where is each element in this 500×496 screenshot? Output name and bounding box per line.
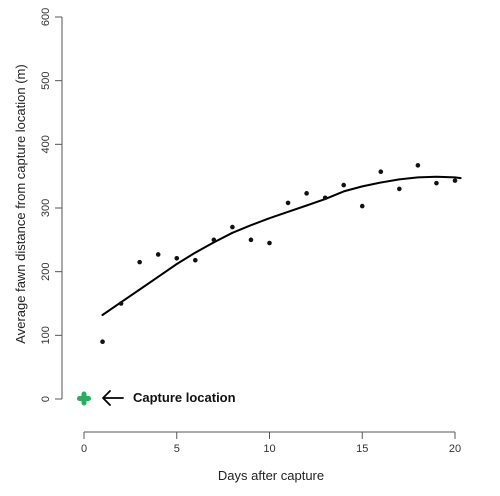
data-point	[230, 224, 235, 230]
x-tick-label: 0	[81, 443, 87, 455]
y-tick-label: 600	[40, 8, 52, 26]
data-point	[322, 195, 328, 201]
arrow-left-icon	[102, 390, 124, 406]
plus-marker-horizontal	[77, 396, 91, 401]
x-tick-label: 5	[174, 443, 180, 455]
y-tick-label: 300	[40, 199, 52, 217]
data-point	[193, 257, 198, 263]
data-point	[285, 200, 291, 206]
data-point	[452, 178, 458, 183]
data-point	[434, 180, 439, 186]
data-point	[397, 186, 402, 192]
x-ticks: 0 5 10 15 20	[81, 432, 461, 455]
data-point	[415, 163, 421, 168]
data-point	[267, 240, 272, 246]
x-tick-label: 10	[263, 443, 275, 455]
capture-location-annotation: Capture location	[77, 390, 236, 406]
data-point	[137, 259, 142, 265]
x-axis: 0 5 10 15 20	[81, 431, 461, 455]
data-point	[174, 255, 180, 261]
capture-location-label: Capture location	[133, 390, 236, 405]
fitted-curve	[101, 175, 462, 316]
y-tick-label: 400	[40, 135, 52, 153]
plot-area	[100, 163, 462, 345]
data-point	[118, 301, 124, 306]
y-tick-label: 100	[40, 326, 52, 344]
data-point	[211, 237, 217, 243]
x-tick-label: 20	[449, 443, 461, 455]
y-tick-label: 200	[40, 262, 52, 280]
x-tick-label: 15	[356, 443, 368, 455]
y-axis-label: Average fawn distance from capture locat…	[13, 64, 28, 343]
y-tick-label: 0	[40, 396, 52, 402]
y-axis: 0 100 200 300 400 500 600	[40, 8, 63, 402]
data-point	[248, 237, 254, 243]
y-tick-label: 500	[40, 71, 52, 89]
data-point	[155, 252, 161, 257]
capture-location-marker	[77, 391, 91, 406]
data-point	[304, 191, 309, 196]
x-axis-label: Days after capture	[218, 468, 324, 483]
data-point	[341, 182, 347, 188]
data-point	[359, 203, 365, 209]
data-point	[378, 169, 384, 175]
y-ticks: 0 100 200 300 400 500 600	[40, 8, 62, 402]
data-point	[100, 339, 105, 345]
